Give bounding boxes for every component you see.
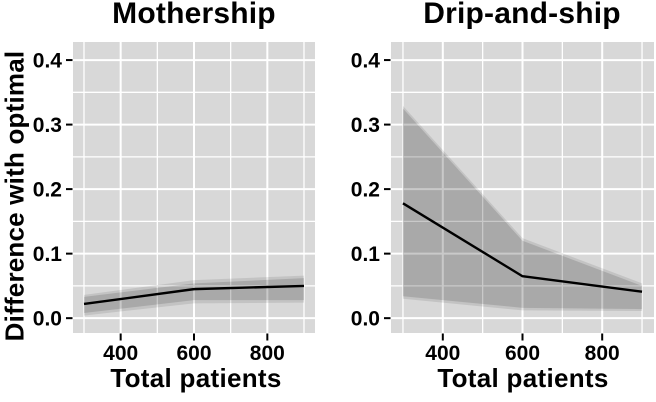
y-tick-label: 0.4 [351,49,381,72]
x-tick-label: 600 [176,342,211,365]
y-tick-label: 0.3 [351,114,380,137]
median-line [83,284,305,306]
panel-title-mothership: Mothership [112,0,276,30]
x-tick-label: 400 [103,342,138,365]
outer-uncertainty-band [402,105,643,312]
y-tick-label: 0.4 [33,49,63,72]
inner-uncertainty-band [402,108,643,310]
y-tick-label: 0.3 [33,114,62,137]
y-tick-label: 0.0 [351,308,380,331]
y-tick-label: 0.2 [33,178,62,201]
y-tick-label: 0.1 [351,243,381,266]
y-axis-title: Difference with optimal [0,50,30,342]
x-tick-label: 400 [425,342,460,365]
y-tick-label: 0.1 [33,243,63,266]
median-line [402,202,643,293]
panel-title-drip-and-ship: Drip-and-ship [423,0,621,30]
y-tick-label: 0.2 [351,178,380,201]
x-tick-label: 800 [585,342,620,365]
x-axis-title-left: Total patients [110,363,282,393]
x-tick-label: 600 [505,342,540,365]
x-axis-title-right: Total patients [437,363,609,393]
x-tick-label: 800 [250,342,285,365]
outer-uncertainty-band [84,275,304,316]
y-tick-label: 0.0 [33,308,62,331]
